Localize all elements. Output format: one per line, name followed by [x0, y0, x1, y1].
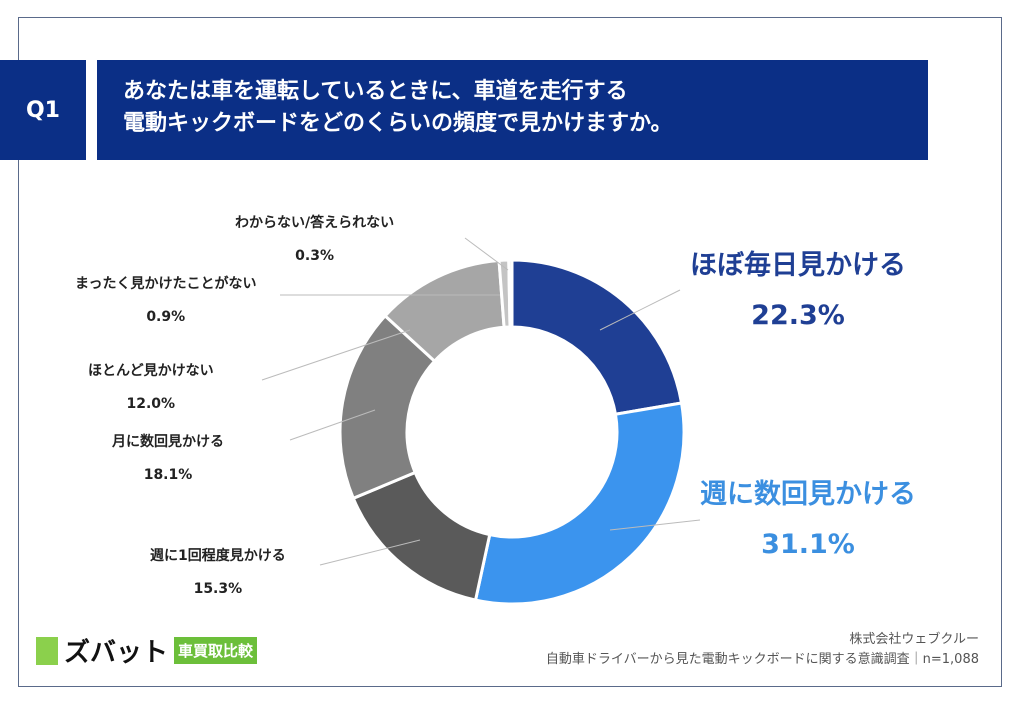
- value-label: 22.3%: [751, 300, 845, 331]
- leader-line-0: [599, 289, 681, 331]
- zubat-logo: ズバット 車買取比較: [36, 632, 258, 669]
- logo-icon: [36, 636, 58, 665]
- donut-slice-0: [510, 258, 684, 417]
- label-unknown: わからない/答えられない 0.3%: [235, 207, 394, 273]
- category-label: 週に1回程度見かける: [150, 548, 286, 564]
- value-label: 15.3%: [193, 581, 243, 597]
- survey-name: 自動車ドライバーから見た電動キックボードに関する意識調査｜n=1,088: [545, 652, 979, 667]
- logo-name: ズバット: [64, 638, 169, 668]
- leader-line-3: [289, 409, 376, 441]
- value-label: 31.1%: [761, 529, 855, 560]
- footer-source: 株式会社ウェブクルー 自動車ドライバーから見た電動キックボードに関する意識調査｜…: [546, 630, 979, 670]
- label-rarely: ほとんど見かけない 12.0%: [88, 355, 214, 421]
- category-label: わからない/答えられない: [235, 215, 395, 231]
- leader-line-2: [319, 539, 421, 566]
- question-title: あなたは車を運転しているときに、車道を走行する 電動キックボードをどのくらいの頻…: [97, 60, 928, 160]
- donut-slice-1: [473, 401, 686, 606]
- category-label: ほぼ毎日見かける: [690, 250, 906, 281]
- question-line-1: あなたは車を運転しているときに、車道を走行する: [123, 79, 628, 104]
- donut-slice-2: [351, 470, 492, 602]
- label-never: まったく見かけたことがない 0.9%: [75, 268, 256, 334]
- value-label: 18.1%: [143, 467, 193, 483]
- leader-line-4: [261, 329, 411, 381]
- slide-frame: [18, 17, 1002, 687]
- label-weekly-several: 週に数回見かける 31.1%: [700, 472, 916, 560]
- value-label: 12.0%: [126, 396, 176, 412]
- category-label: まったく見かけたことがない: [75, 276, 257, 292]
- value-label: 0.3%: [295, 248, 334, 264]
- category-label: 週に数回見かける: [700, 479, 916, 510]
- question-number: Q1: [0, 60, 86, 160]
- label-weekly-once: 週に1回程度見かける 15.3%: [150, 540, 286, 606]
- logo-tag: 車買取比較: [174, 637, 258, 664]
- value-label: 0.9%: [146, 309, 186, 325]
- leader-line-1: [609, 519, 701, 531]
- label-monthly: 月に数回見かける 18.1%: [112, 426, 224, 492]
- category-label: ほとんど見かけない: [88, 363, 214, 379]
- leader-line-6: [464, 237, 509, 271]
- question-line-2: 電動キックボードをどのくらいの頻度で見かけますか。: [123, 111, 673, 136]
- company-name: 株式会社ウェブクルー: [849, 632, 979, 647]
- label-daily: ほぼ毎日見かける 22.3%: [690, 243, 906, 331]
- category-label: 月に数回見かける: [112, 434, 224, 450]
- donut-slice-6: [507, 258, 514, 329]
